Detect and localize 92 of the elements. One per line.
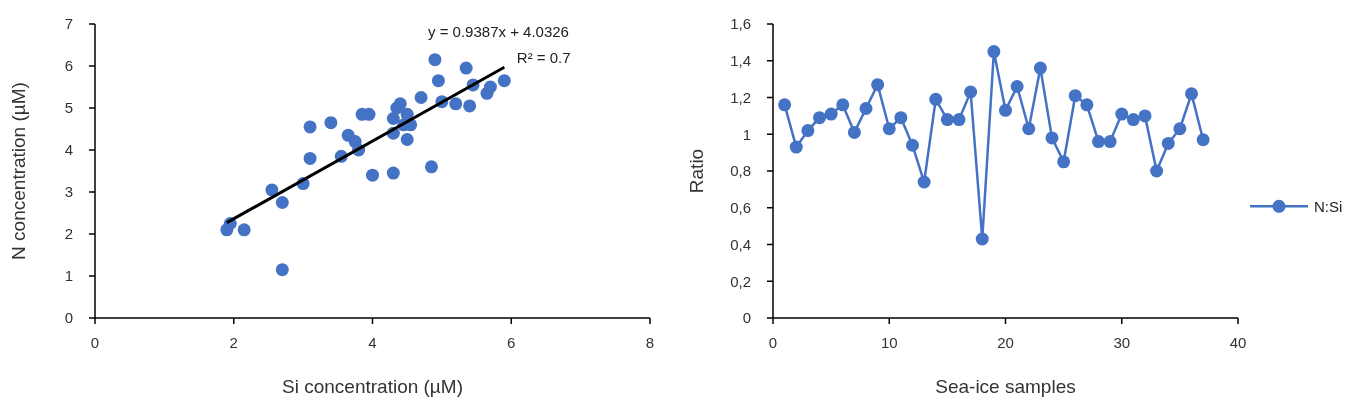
point [1010, 79, 1024, 93]
point [1126, 113, 1140, 127]
y-tick-label: 1 [742, 125, 751, 143]
y-tick-label: 0 [64, 309, 73, 327]
point [917, 175, 931, 189]
point [1033, 61, 1047, 75]
point [1045, 131, 1059, 145]
point [324, 116, 338, 130]
point [265, 183, 279, 197]
y-tick-label: 1 [64, 267, 73, 285]
point [813, 111, 826, 125]
point [303, 151, 317, 165]
point [275, 263, 289, 277]
point [929, 92, 943, 106]
point [882, 122, 896, 136]
point [778, 98, 792, 112]
point [906, 138, 919, 152]
x-tick-label: 30 [1113, 334, 1131, 351]
point [1115, 107, 1129, 121]
point [1161, 136, 1175, 150]
point [999, 103, 1012, 117]
point [449, 97, 463, 111]
point [237, 223, 251, 237]
point [940, 113, 954, 127]
point [463, 99, 477, 113]
y-tick-label: 0,4 [730, 235, 751, 253]
point [393, 97, 407, 111]
y-tick-label: 7 [64, 15, 73, 33]
point [414, 91, 428, 104]
point [847, 125, 861, 139]
point [424, 160, 438, 174]
annotation: R² = 0.7 [516, 49, 571, 67]
point [386, 112, 400, 125]
point [952, 113, 966, 127]
point [1092, 135, 1105, 149]
x-tick-label: 6 [507, 334, 516, 351]
point [497, 74, 511, 88]
point [1173, 122, 1187, 136]
y-axis-title: N concentration (µM) [8, 82, 29, 260]
x-axis-title: Sea-ice samples [935, 376, 1076, 397]
y-tick-label: 6 [64, 57, 73, 75]
point [428, 53, 442, 67]
point [859, 102, 873, 116]
point [1150, 164, 1164, 178]
point [1185, 87, 1198, 101]
point [386, 166, 400, 180]
y-tick-label: 4 [64, 141, 73, 159]
point [400, 133, 414, 146]
y-tick-label: 5 [64, 99, 73, 117]
point [801, 124, 815, 138]
point [789, 140, 803, 154]
point [366, 168, 379, 182]
x-tick-label: 2 [229, 334, 238, 351]
point [459, 61, 473, 75]
point [975, 232, 989, 246]
y-axis-title: Ratio [686, 148, 707, 194]
y-tick-label: 1,4 [730, 52, 751, 69]
point [894, 111, 908, 125]
point [1103, 135, 1117, 149]
point [987, 45, 1001, 59]
x-tick-label: 4 [368, 334, 377, 351]
y-tick-label: 0,6 [730, 199, 751, 216]
point [303, 120, 317, 134]
y-tick-label: 1,6 [730, 15, 751, 33]
y-tick-label: 2 [64, 225, 73, 243]
point [431, 74, 445, 88]
x-tick-label: 10 [880, 334, 898, 351]
point [824, 107, 838, 121]
legend-label: N:Si [1314, 197, 1343, 215]
point [836, 98, 850, 112]
x-tick-label: 8 [645, 334, 655, 351]
y-tick-label: 3 [64, 183, 73, 201]
y-tick-label: 0 [742, 309, 751, 327]
y-tick-label: 0,8 [730, 162, 751, 180]
point [871, 78, 885, 92]
point [1057, 155, 1071, 169]
point [1068, 89, 1082, 103]
y-tick-label: 1,2 [730, 88, 751, 106]
x-tick-label: 40 [1229, 334, 1247, 351]
point [1022, 122, 1036, 136]
x-axis-title: Si concentration (µM) [282, 376, 463, 397]
y-tick-label: 0,2 [730, 272, 751, 290]
point [483, 80, 497, 94]
point [1196, 133, 1210, 147]
point [964, 85, 978, 99]
x-tick-label: 0 [90, 334, 100, 351]
x-tick-label: 20 [997, 334, 1014, 351]
point [275, 196, 289, 209]
annotation: y = 0.9387x + 4.0326 [428, 23, 569, 41]
x-tick-label: 0 [768, 334, 778, 351]
point [1138, 109, 1152, 123]
point [1080, 98, 1094, 112]
